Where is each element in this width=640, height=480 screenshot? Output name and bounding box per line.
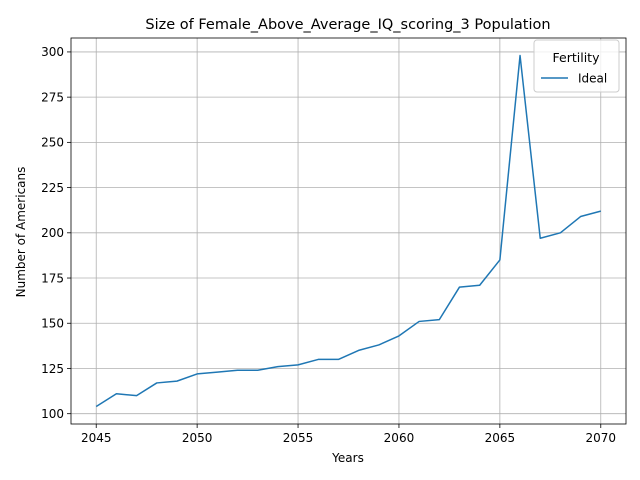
y-tick-label: 100 bbox=[41, 407, 64, 421]
x-tick-label: 2065 bbox=[485, 431, 516, 445]
x-tick-label: 2050 bbox=[182, 431, 213, 445]
x-axis: 2045 2050 2055 2060 2065 2070 bbox=[81, 424, 616, 445]
y-tick-label: 275 bbox=[41, 90, 64, 104]
series-line-ideal bbox=[95, 54, 601, 408]
legend-box bbox=[533, 39, 620, 93]
chart-title: Size of Female_Above_Average_IQ_scoring_… bbox=[145, 17, 550, 33]
legend-title: Fertility bbox=[553, 50, 601, 65]
y-tick-label: 175 bbox=[41, 271, 64, 285]
y-tick-label: 300 bbox=[41, 45, 64, 59]
y-axis-label: Number of Americans bbox=[14, 167, 28, 298]
plot-area bbox=[70, 37, 627, 425]
x-tick-label: 2045 bbox=[81, 431, 112, 445]
grid-lines bbox=[71, 38, 626, 424]
x-tick-label: 2060 bbox=[384, 431, 415, 445]
legend-label: Ideal bbox=[578, 72, 607, 86]
y-axis: 100 125 150 175 200 225 250 275 300 bbox=[41, 45, 71, 421]
x-tick-label: 2055 bbox=[283, 431, 314, 445]
legend: Fertility Ideal bbox=[533, 39, 620, 93]
series-layer bbox=[95, 54, 601, 408]
y-tick-label: 150 bbox=[41, 317, 64, 331]
y-tick-label: 250 bbox=[41, 136, 64, 150]
y-tick-label: 200 bbox=[41, 226, 64, 240]
y-tick-label: 125 bbox=[41, 362, 64, 376]
y-tick-label: 225 bbox=[41, 181, 64, 195]
x-tick-label: 2070 bbox=[585, 431, 616, 445]
x-axis-label: Years bbox=[331, 451, 364, 465]
